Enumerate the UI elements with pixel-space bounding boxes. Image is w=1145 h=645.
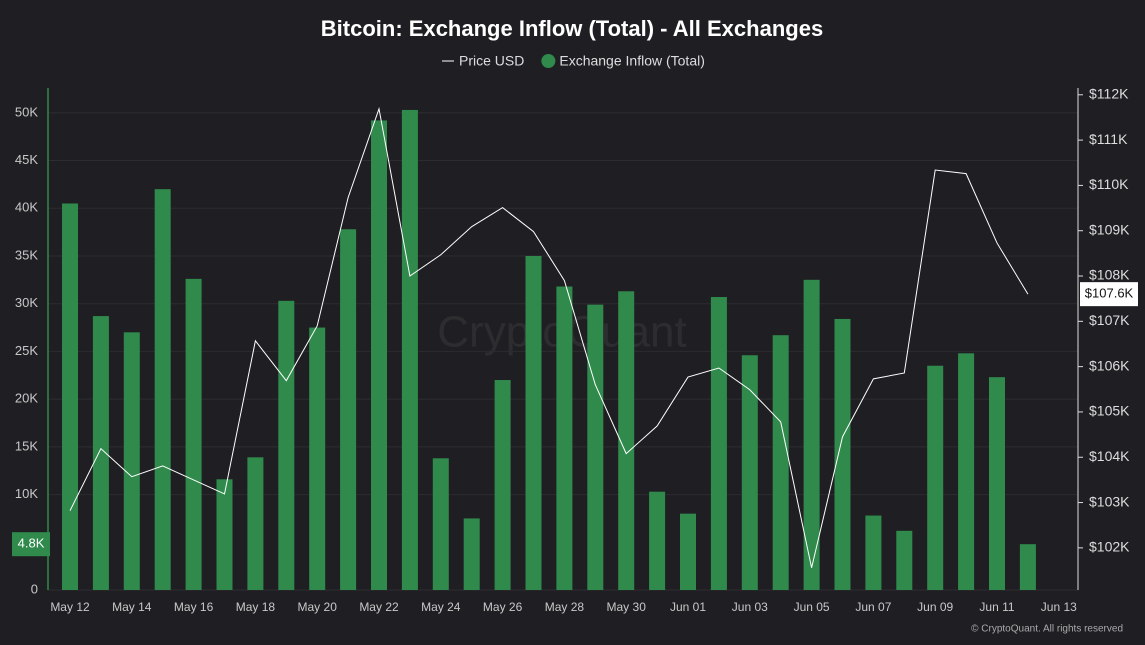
x-tick-label: Jun 07 [855,600,891,614]
bar [92,316,109,590]
x-tick-label: May 12 [50,600,90,614]
value-label: $107.6K [1085,286,1134,301]
bar [741,355,758,590]
bar [710,297,727,590]
y2-tick-label: $110K [1089,176,1129,192]
value-label: 4.8K [18,536,45,551]
legend-swatch [541,54,556,68]
x-tick-label: May 14 [112,600,152,614]
bar [865,515,882,590]
x-tick-label: Jun 09 [917,600,953,614]
bar [432,458,449,590]
bar [803,279,820,590]
y2-tick-label: $105K [1089,403,1130,419]
y-tick-label: 50K [15,104,38,119]
y-tick-label: 0 [31,581,38,596]
y-tick-label: 40K [15,200,38,215]
bar [618,291,635,590]
y-tick-label: 30K [15,295,38,310]
y2-tick-label: $103K [1089,493,1130,509]
chart-title: Bitcoin: Exchange Inflow (Total) - All E… [321,16,823,41]
y2-tick-label: $108K [1089,267,1130,283]
y2-tick-label: $109K [1089,221,1130,237]
x-tick-label: May 20 [298,600,338,614]
price-line [69,106,1029,568]
x-tick-label: May 30 [607,600,647,614]
legend-label: Exchange Inflow (Total) [559,53,705,69]
bar [123,332,140,590]
y-tick-label: 25K [15,343,38,358]
x-tick-label: Jun 05 [794,600,830,614]
x-tick-label: May 28 [545,600,585,614]
bar [247,457,264,590]
value-label-box [12,532,50,557]
bar [278,300,295,590]
x-tick-label: May 22 [359,600,399,614]
bar [927,365,944,590]
x-tick-label: Jun 03 [732,600,768,614]
bar [896,530,913,590]
bar [525,255,542,590]
y-tick-label: 15K [15,438,38,453]
y-tick-label: 35K [15,247,38,262]
bar [185,278,202,590]
y2-tick-label: $112K [1089,85,1129,101]
bar [309,327,326,590]
x-tick-label: May 16 [174,600,214,614]
y2-tick-label: $111K [1089,131,1128,147]
legend-label: Price USD [459,53,524,69]
x-tick-label: Jun 01 [670,600,706,614]
y-tick-label: 45K [15,152,38,167]
bar [772,335,789,590]
bar [958,353,975,590]
y2-tick-label: $107K [1089,312,1130,328]
bar [340,229,357,591]
footer: © CryptoQuant. All rights reserved [971,624,1123,635]
bar [154,189,171,590]
x-tick-label: May 24 [421,600,461,614]
y2-tick-label: $104K [1089,448,1130,464]
x-tick-label: Jun 11 [979,600,1014,614]
bar [62,203,78,591]
value-label-box [1080,282,1138,307]
x-tick-label: May 18 [236,600,276,614]
x-tick-label: May 26 [483,600,523,614]
bar [680,513,696,590]
bar [587,304,604,590]
y2-tick-label: $102K [1089,539,1130,555]
bar [556,286,573,590]
x-tick-label: Jun 13 [1041,600,1077,614]
bar [216,479,233,590]
bar [989,377,1005,590]
bar [494,380,511,590]
y2-tick-label: $106K [1089,357,1130,373]
bar [1019,544,1036,590]
bar [649,491,666,590]
y-tick-label: 10K [15,486,38,501]
bar [401,109,418,591]
y-tick-label: 20K [15,391,38,406]
bar [371,120,387,590]
bar [463,518,480,590]
bar [834,318,851,590]
